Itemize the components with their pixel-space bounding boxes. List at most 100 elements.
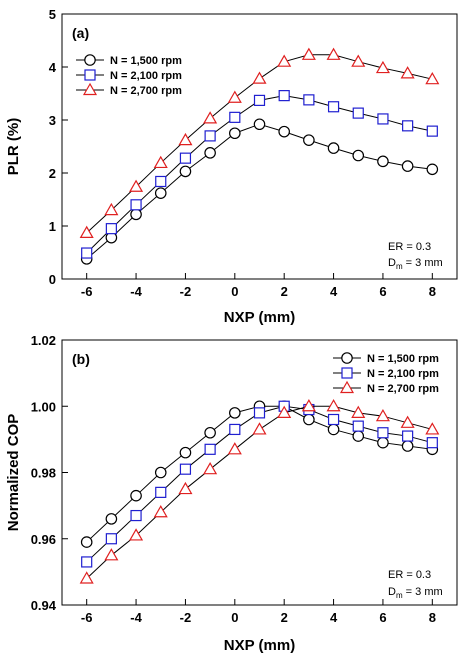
series-3 [79,399,440,584]
data-point [426,437,438,449]
y-tick-label: 3 [49,113,56,128]
x-tick-label: 6 [379,284,386,299]
data-point [425,422,440,435]
data-point [375,408,390,422]
data-point [79,571,94,584]
data-point [229,407,241,419]
series-3 [79,47,440,238]
data-point [303,413,315,426]
data-point [155,486,167,498]
x-tick-label: 4 [330,610,338,625]
legend-label: N = 2,100 rpm [110,70,182,82]
data-point [130,199,142,211]
legend-label: N = 2,700 rpm [367,383,439,395]
legend-marker [339,380,355,394]
annotation-er: ER = 0.3 [388,241,431,253]
y-axis-title: Normalized COP [5,414,22,532]
legend-label: N = 2,700 rpm [110,85,182,97]
data-point [179,152,192,164]
y-tick-label: 0.94 [31,598,57,613]
panel-label: (a) [72,25,89,41]
data-point [252,71,267,84]
data-point [229,423,241,436]
annotation-dm: Dm = 3 mm [388,257,443,271]
legend-label: N = 2,100 rpm [367,368,439,380]
y-tick-label: 1.02 [31,333,56,348]
data-point [400,66,415,79]
data-point [105,223,117,235]
series-2 [81,400,438,568]
data-point [327,413,340,426]
x-tick-label: 4 [330,284,338,299]
data-point [203,111,218,124]
data-point [154,466,167,479]
data-point [401,440,414,452]
x-tick-label: -6 [81,284,93,299]
data-point [129,179,144,192]
data-point [351,54,366,67]
data-point [179,463,192,475]
x-tick-label: -2 [180,284,192,299]
series-2 [81,90,438,259]
data-point [327,423,340,436]
data-point [377,436,389,449]
legend-marker [84,54,96,66]
data-point [278,90,290,102]
data-point [352,430,365,442]
data-point [277,54,292,67]
x-tick-label: -4 [130,610,142,625]
data-point [104,202,119,216]
data-point [375,60,390,74]
data-point [104,548,119,561]
plot-frame [61,13,458,280]
y-tick-label: 1.00 [31,399,56,414]
data-point [153,505,168,518]
legend-marker [341,367,353,379]
y-tick-label: 5 [49,7,56,22]
y-tick-label: 0 [49,272,56,287]
y-tick-label: 2 [49,166,56,181]
data-point [253,407,266,419]
data-point [129,528,144,541]
data-point [252,422,267,435]
data-point [179,446,192,459]
y-tick-label: 4 [49,60,57,75]
chart-panel-2: -6 -4 -2 0 2 4 6 8 0.94 0.96 0.98 1.00 1.02 NXP (mm) N… [5,333,458,654]
legend-marker [84,69,96,81]
data-point [402,430,414,442]
x-tick-label: 0 [231,284,238,299]
series-1 [80,400,439,548]
panel-label: (b) [72,351,90,367]
x-tick-label: 2 [281,610,288,625]
x-tick-label: -6 [81,610,93,625]
data-point [326,399,341,412]
data-point [303,94,315,106]
legend: N = 1,500 rpm N = 2,100 rpm N = 2,700 rpm [76,54,182,97]
y-tick-label: 0.96 [31,532,56,547]
data-point [253,118,266,131]
data-point [204,130,216,142]
data-point [227,442,242,455]
x-axis-title: NXP (mm) [224,309,295,326]
data-point [352,420,364,432]
x-tick-label: 8 [429,610,436,625]
data-point [278,125,290,138]
x-axis-title: NXP (mm) [224,637,295,654]
data-point [425,71,440,85]
data-point [178,481,193,495]
data-point [327,101,340,113]
data-point [303,134,315,146]
data-point [400,415,415,428]
data-point [402,120,414,132]
x-tick-label: 8 [429,284,436,299]
annotation-dm: Dm = 3 mm [388,586,443,600]
data-point [253,94,266,106]
data-point [352,107,364,119]
data-point [204,147,216,159]
data-point [229,111,241,123]
x-tick-label: 6 [379,610,386,625]
data-point [130,509,142,522]
data-point [401,160,414,172]
x-tick-label: 0 [231,610,238,625]
data-point [179,165,192,178]
